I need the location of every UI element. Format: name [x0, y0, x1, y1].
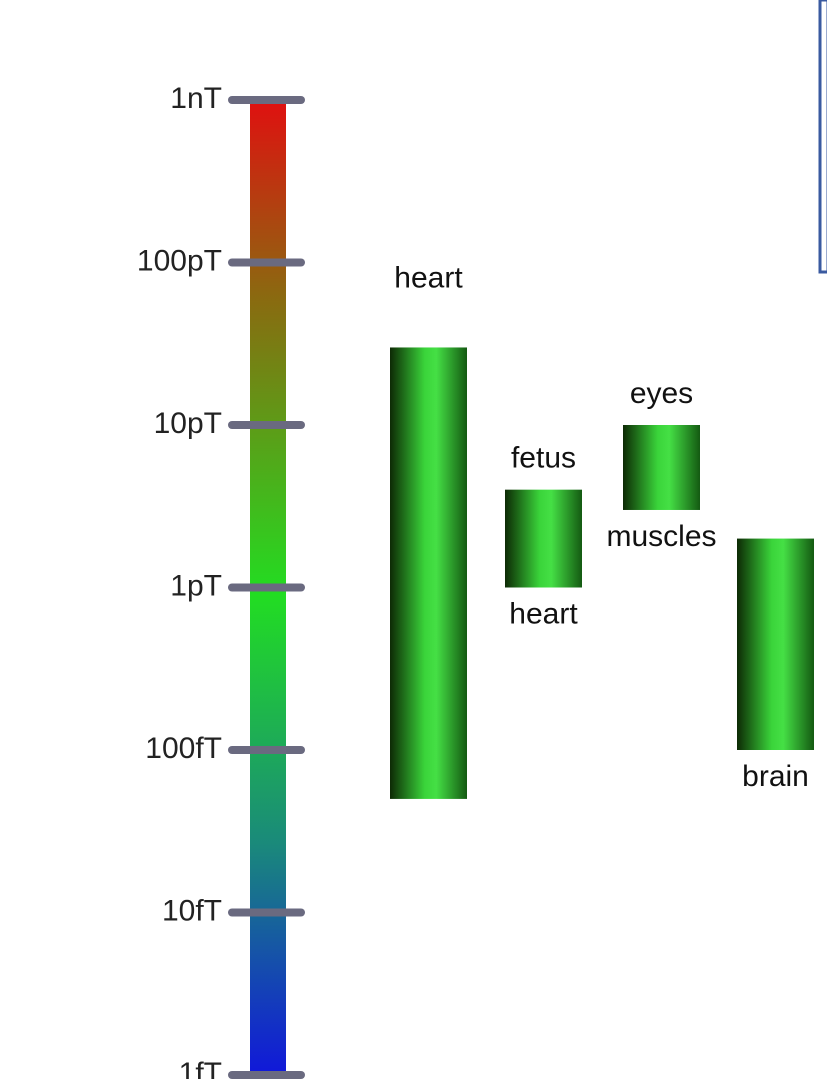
- tick-mark: [228, 909, 305, 917]
- bar-top-label: eyes: [630, 377, 693, 410]
- tick-mark: [228, 1071, 305, 1079]
- tick-mark: [228, 421, 305, 429]
- y-tick-label: 10pT: [154, 407, 222, 440]
- y-tick-label: 100fT: [145, 732, 222, 765]
- range-bar: [505, 490, 582, 588]
- range-bar: [390, 347, 467, 798]
- range-bar: [737, 539, 814, 750]
- range-bar: [623, 425, 700, 510]
- bar-bottom-label: heart: [509, 597, 578, 630]
- bar-bottom-label: muscles: [606, 520, 716, 553]
- tick-mark: [228, 584, 305, 592]
- y-tick-label: 1pT: [170, 569, 222, 602]
- y-tick-label: 1fT: [179, 1057, 222, 1079]
- tick-mark: [228, 96, 305, 104]
- y-tick-label: 1nT: [170, 82, 222, 115]
- frame: [820, 0, 827, 272]
- y-tick-label: 100pT: [137, 244, 222, 277]
- chart: 1fT 10fT 100fT 1pT 10pT 100pT 1nT heart fetus hea…: [0, 0, 827, 1079]
- bar-top-label: fetus: [511, 442, 576, 475]
- tick-mark: [228, 746, 305, 754]
- bar-top-label: heart: [394, 261, 463, 294]
- tick-mark: [228, 259, 305, 267]
- y-tick-label: 10fT: [162, 894, 222, 927]
- bar-bottom-label: brain: [742, 760, 809, 793]
